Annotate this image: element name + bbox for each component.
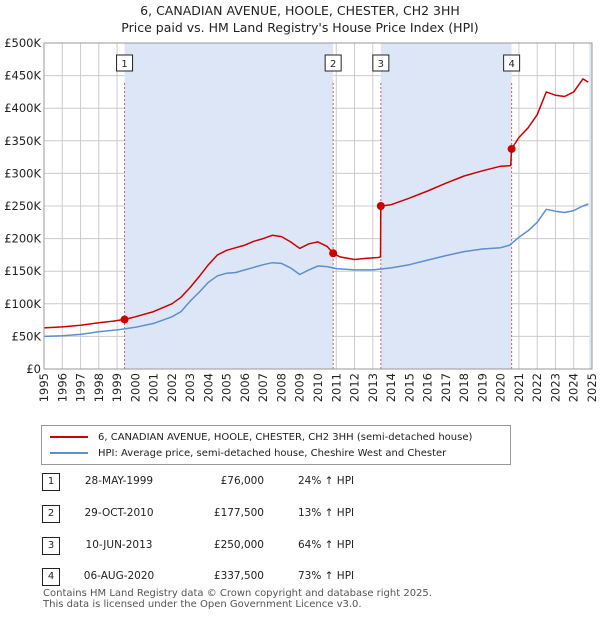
y-tick-label: £500K (4, 36, 41, 50)
sale-number-badge: 2 (42, 505, 60, 523)
sale-date: 10-JUN-2013 (85, 539, 153, 551)
price-chart: 1 2 3 4 £0 £50K £100K £150K £200K £250K £300K £350… (4, 36, 599, 402)
sale-hpi-diff: 13% ↑ HPI (298, 507, 355, 519)
x-tick-label: 2023 (548, 373, 562, 402)
sale-price: £250,000 (213, 539, 264, 551)
x-tick-label: 2006 (238, 373, 252, 402)
x-tick-label: 2018 (457, 373, 471, 402)
x-tick-label: 2011 (329, 373, 343, 402)
x-tick-label: 2001 (147, 373, 161, 402)
y-tick-label: £50K (12, 329, 42, 343)
x-tick-label: 2008 (274, 373, 288, 402)
sale-number-badge: 1 (42, 473, 60, 491)
sale-date: 29-OCT-2010 (84, 507, 154, 519)
sale-row: 3 10-JUN-2013 £250,000 64% ↑ HPI (42, 537, 462, 555)
x-tick-label: 2009 (293, 373, 307, 402)
x-tick-label: 2012 (348, 373, 362, 402)
sale-point (507, 144, 516, 153)
sale-number-box (372, 54, 390, 72)
sale-hpi-diff: 64% ↑ HPI (298, 539, 355, 551)
plot-border (43, 42, 593, 370)
y-tick-label: £450K (4, 69, 41, 83)
x-tick-label: 2002 (165, 373, 179, 402)
x-tick-label: 1996 (55, 373, 69, 402)
y-tick-label: £0 (26, 362, 41, 376)
sale-row: 4 06-AUG-2020 £337,500 73% ↑ HPI (42, 568, 462, 586)
x-tick-label: 1998 (92, 373, 106, 402)
sale-number-badge: 4 (42, 568, 60, 586)
x-tick-label: 2017 (439, 373, 453, 402)
x-tick-label: 2025 (585, 373, 599, 402)
sale-number-badge: 3 (42, 537, 60, 555)
x-tick-label: 2005 (220, 373, 234, 402)
x-tick-label: 2003 (183, 373, 197, 402)
legend-label-hpi: HPI: Average price, semi-detached house,… (98, 447, 447, 459)
chart-legend: 6, CANADIAN AVENUE, HOOLE, CHESTER, CH2 … (41, 425, 511, 465)
sale-price: £337,500 (213, 570, 264, 582)
x-tick-label: 2007 (256, 373, 270, 402)
x-tick-label: 2014 (384, 373, 398, 402)
chart-title: 6, CANADIAN AVENUE, HOOLE, CHESTER, CH2 … (140, 3, 460, 18)
sale-date: 28-MAY-1999 (84, 475, 154, 487)
sale-point (120, 315, 129, 324)
sale-number-label: 4 (508, 59, 514, 70)
x-tick-label: 2022 (530, 373, 544, 402)
footer-line-licence: This data is licensed under the Open Gov… (43, 598, 362, 610)
chart-subtitle: Price paid vs. HM Land Registry's House … (121, 20, 479, 35)
legend-swatch-hpi (50, 452, 88, 454)
x-tick-label: 1997 (74, 373, 88, 402)
legend-entry-hpi: HPI: Average price, semi-detached house,… (50, 446, 446, 460)
sale-date: 06-AUG-2020 (83, 570, 155, 582)
x-tick-label: 2019 (475, 373, 489, 402)
sale-number-box (324, 54, 342, 72)
sale-point (329, 249, 338, 258)
future-band (589, 43, 592, 369)
x-tick-label: 2024 (567, 373, 581, 402)
sale-point (376, 202, 385, 210)
footer-line-copyright: Contains HM Land Registry data © Crown c… (43, 588, 432, 599)
sale-number-box (116, 54, 134, 72)
sale-price: £76,000 (220, 475, 264, 487)
x-tick-label: 2004 (201, 373, 215, 402)
y-tick-label: £400K (4, 101, 41, 115)
ownership-band (380, 43, 512, 369)
x-tick-label: 2020 (494, 373, 508, 402)
y-tick-label: £350K (4, 134, 41, 148)
sale-number-label: 3 (378, 59, 384, 70)
y-tick-label: £250K (4, 199, 41, 213)
x-tick-label: 2021 (512, 373, 526, 402)
y-tick-label: £300K (4, 166, 41, 180)
x-tick-label: 1995 (37, 373, 51, 402)
sale-number-label: 1 (121, 59, 127, 70)
sale-row: 2 29-OCT-2010 £177,500 13% ↑ HPI (42, 505, 462, 523)
y-tick-label: £200K (4, 232, 41, 246)
x-tick-label: 2013 (366, 373, 380, 402)
sale-number-box (503, 54, 521, 72)
y-tick-label: £150K (4, 264, 41, 278)
x-tick-label: 1999 (110, 373, 124, 402)
series-line (43, 78, 589, 329)
sale-row: 1 28-MAY-1999 £76,000 24% ↑ HPI (42, 473, 462, 491)
legend-label-property: 6, CANADIAN AVENUE, HOOLE, CHESTER, CH2 … (98, 431, 473, 443)
series-line (43, 203, 589, 338)
sale-number-label: 2 (330, 59, 336, 70)
ownership-band (124, 43, 334, 369)
x-tick-label: 2010 (311, 373, 325, 402)
sale-price: £177,500 (213, 507, 264, 519)
x-tick-label: 2000 (128, 373, 142, 402)
legend-entry-property: 6, CANADIAN AVENUE, HOOLE, CHESTER, CH2 … (50, 430, 472, 444)
y-tick-label: £100K (4, 297, 41, 311)
x-tick-label: 2015 (402, 373, 416, 402)
sale-hpi-diff: 73% ↑ HPI (298, 570, 355, 582)
legend-swatch-property (50, 436, 88, 438)
x-tick-label: 2016 (421, 373, 435, 402)
sale-hpi-diff: 24% ↑ HPI (298, 475, 355, 487)
footer-attribution: Contains HM Land Registry data © Crown c… (43, 588, 432, 610)
